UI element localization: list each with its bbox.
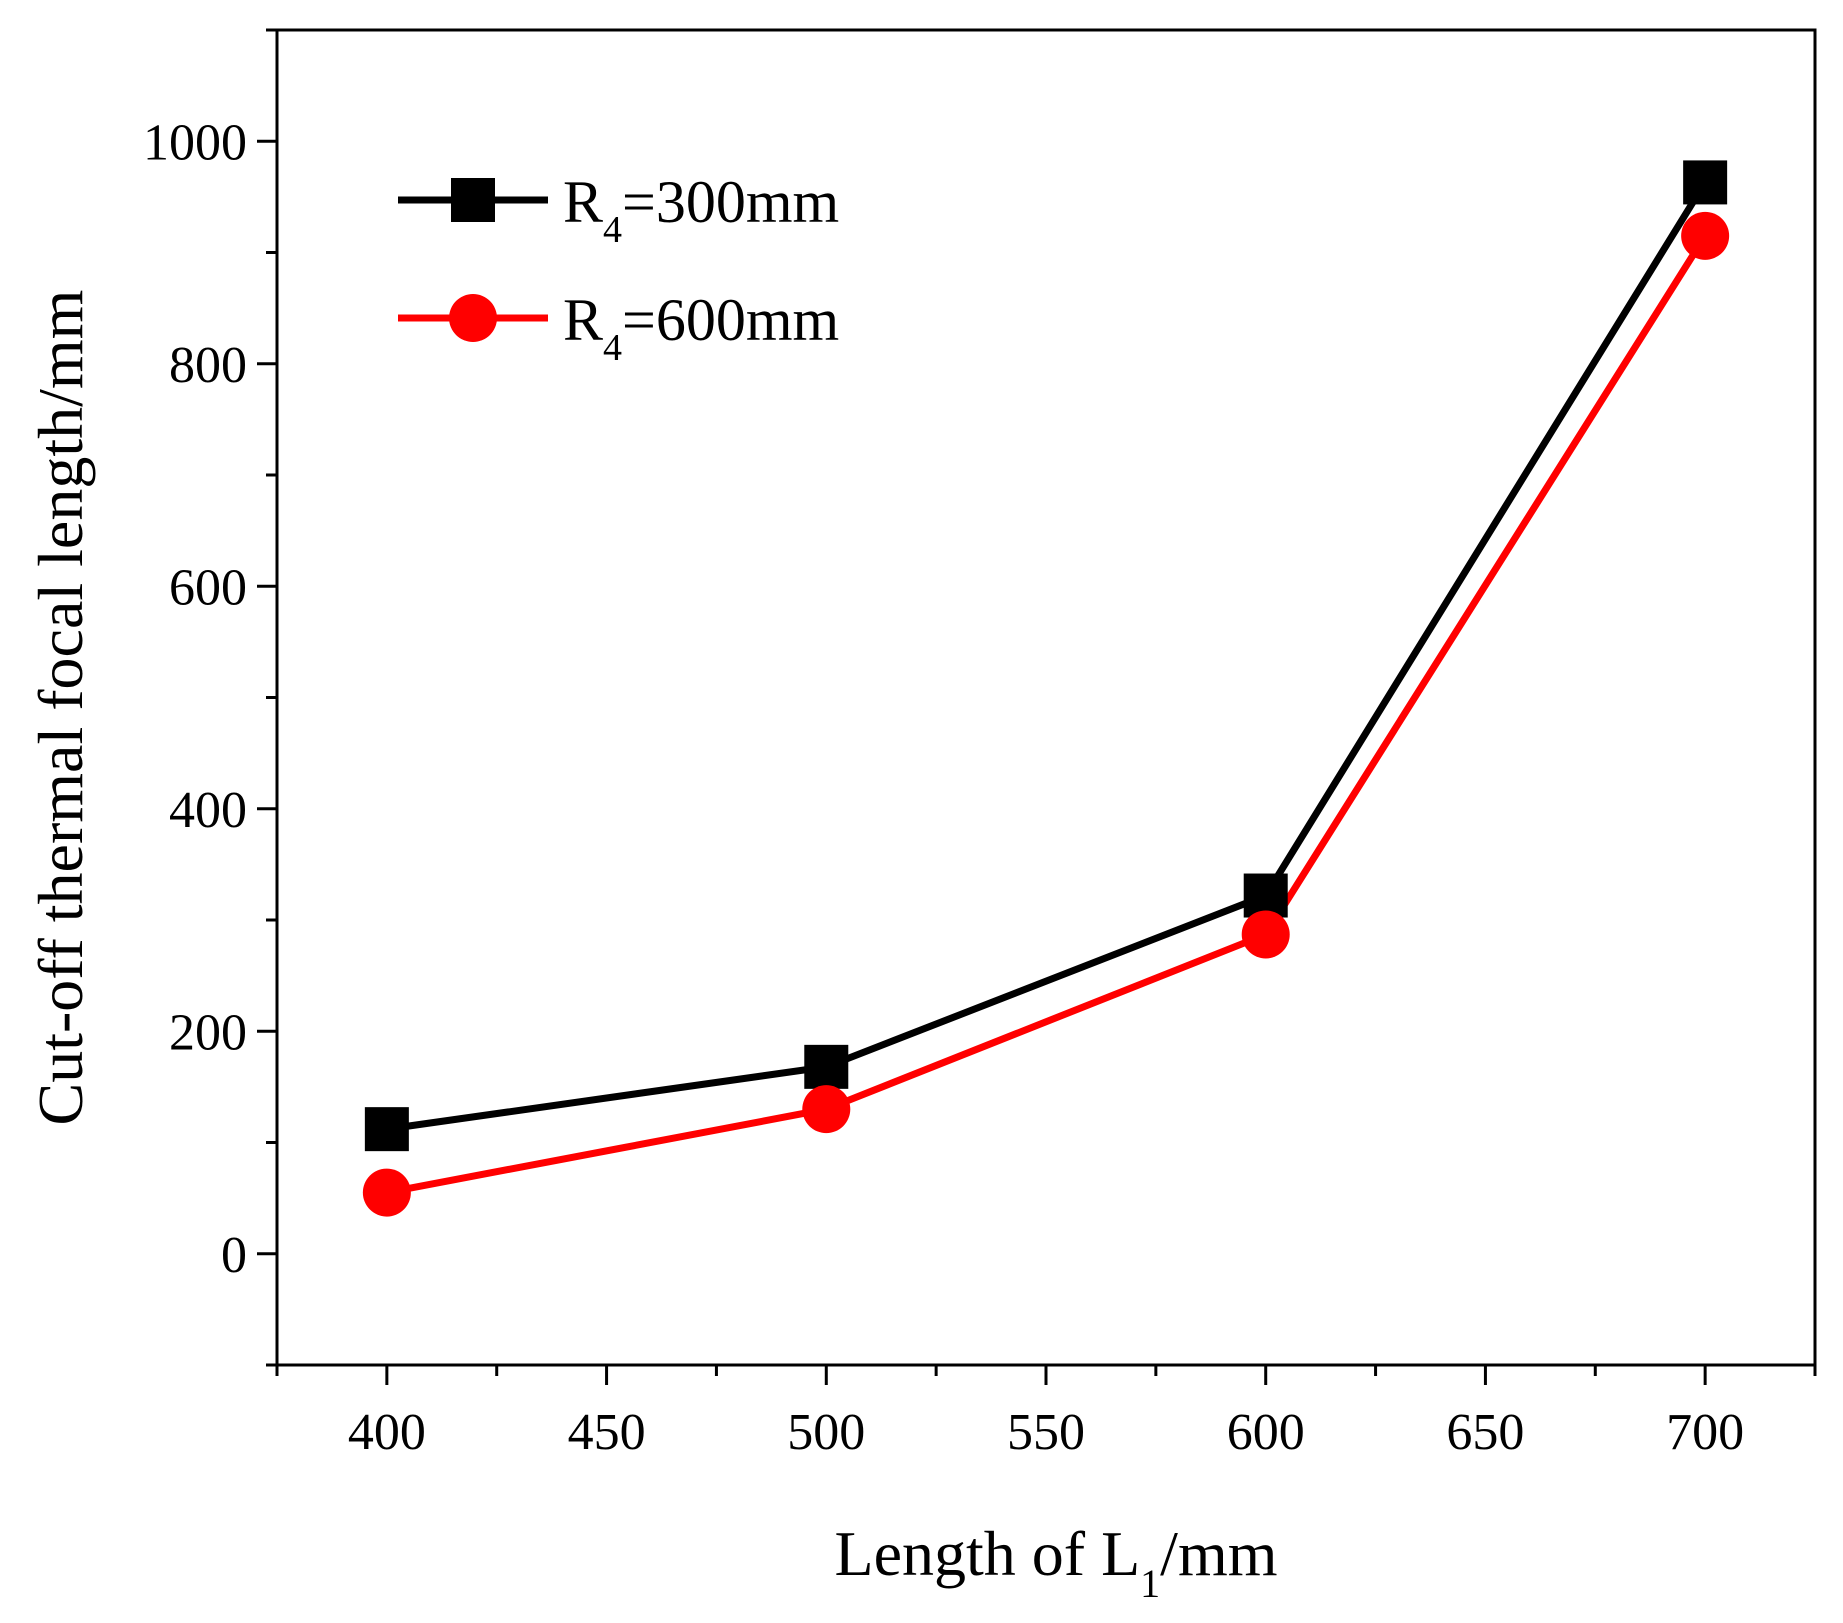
y-tick-label: 600 xyxy=(169,559,247,616)
series-1-point xyxy=(1243,873,1288,918)
series-2-point xyxy=(362,1168,411,1217)
series-2-point xyxy=(1681,211,1730,260)
y-tick-label: 800 xyxy=(169,337,247,394)
series-1-point xyxy=(804,1044,849,1089)
y-tick-label: 400 xyxy=(169,782,247,839)
y-axis-title: Cut-off thermal focal length/mm xyxy=(25,290,96,1126)
x-tick-label: 700 xyxy=(1666,1404,1744,1461)
legend-label-1: R4=300mm xyxy=(563,169,839,251)
x-tick-label: 650 xyxy=(1446,1404,1524,1461)
x-tick-label: 550 xyxy=(1007,1404,1085,1461)
legend: R4=300mm R4=600mm xyxy=(398,169,839,369)
x-tick-label: 400 xyxy=(348,1404,426,1461)
legend-marker-1 xyxy=(451,178,495,222)
legend-label-2: R4=600mm xyxy=(563,287,839,369)
series-1-point xyxy=(364,1107,409,1152)
y-tick-label: 200 xyxy=(169,1004,247,1061)
y-tick-label: 0 xyxy=(221,1227,247,1284)
plot-frame xyxy=(275,28,1817,1367)
y-tick-label: 1000 xyxy=(143,114,247,171)
legend-marker-2 xyxy=(449,294,497,342)
x-tick-label: 500 xyxy=(787,1404,865,1461)
series-line-2 xyxy=(386,233,1709,1197)
series-line-1 xyxy=(386,180,1709,1133)
series-2-point xyxy=(802,1085,851,1134)
series-layer xyxy=(362,160,1730,1217)
x-tick-label: 450 xyxy=(568,1404,646,1461)
series-2-point xyxy=(1241,910,1290,959)
x-tick-label: 600 xyxy=(1227,1404,1305,1461)
series-1-point xyxy=(1683,160,1728,205)
x-axis-title: Length of L1/mm xyxy=(834,1518,1277,1606)
axes: 400 450 500 550 600 650 700 0 200 400 600 800 1000 Le… xyxy=(25,28,1817,1606)
